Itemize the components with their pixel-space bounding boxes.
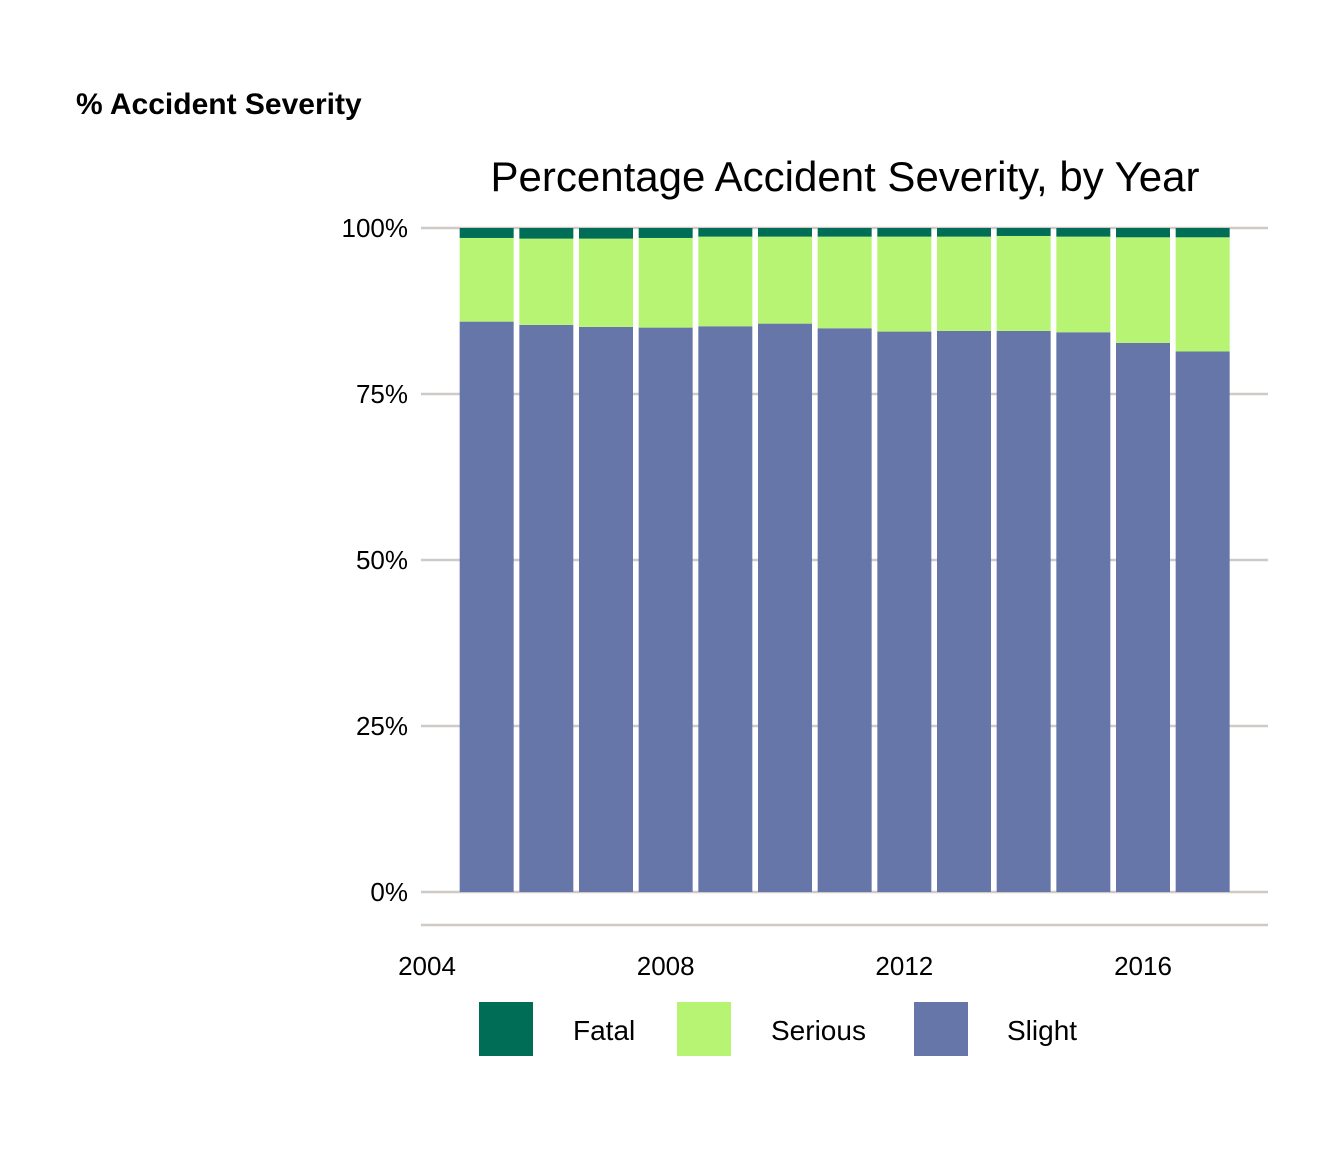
bar-fatal-2013 (937, 228, 991, 237)
bar-fatal-2017 (1175, 228, 1230, 238)
bar-serious-2011 (817, 236, 872, 329)
bar-fatal-2012 (877, 228, 932, 237)
bar-slight-2011 (817, 328, 872, 892)
y-tick-label: 75% (356, 379, 408, 409)
bar-serious-2009 (698, 236, 753, 327)
bar-slight-2016 (1116, 342, 1170, 892)
bar-slight-2010 (758, 323, 812, 893)
x-tick-label: 2008 (637, 951, 695, 981)
legend-swatch-slight (914, 1002, 968, 1056)
bar-slight-2006 (519, 324, 574, 893)
bars (459, 228, 1230, 893)
legend-swatch-serious (677, 1002, 731, 1056)
bar-serious-2012 (877, 236, 932, 332)
bar-slight-2009 (698, 326, 753, 893)
axes: 0% 25% 50% 75% 100% 2004 2008 2012 2016 (342, 213, 1268, 981)
bar-serious-2015 (1056, 236, 1111, 333)
y-tick-label: 100% (342, 213, 409, 243)
bar-serious-2010 (758, 236, 812, 324)
y-tick-label: 25% (356, 711, 408, 741)
bar-fatal-2009 (698, 228, 753, 237)
bar-slight-2014 (996, 330, 1051, 892)
bar-fatal-2014 (996, 228, 1051, 236)
bar-slight-2005 (459, 321, 514, 892)
legend-label-slight: Slight (1007, 1015, 1077, 1046)
bar-fatal-2007 (579, 228, 633, 239)
bar-serious-2007 (579, 238, 633, 327)
page-heading: % Accident Severity (76, 88, 362, 121)
bar-serious-2008 (638, 237, 693, 328)
bar-serious-2013 (937, 236, 991, 331)
bar-fatal-2006 (519, 228, 574, 239)
bar-slight-2015 (1056, 332, 1111, 892)
bar-slight-2013 (937, 330, 991, 892)
chart-title: Percentage Accident Severity, by Year (491, 153, 1200, 200)
bar-serious-2016 (1116, 237, 1170, 343)
bar-slight-2012 (877, 331, 932, 893)
legend-label-fatal: Fatal (573, 1015, 635, 1046)
bar-slight-2007 (579, 326, 633, 892)
bar-serious-2006 (519, 238, 574, 325)
bar-fatal-2016 (1116, 228, 1170, 238)
bar-serious-2005 (459, 237, 514, 322)
bar-fatal-2010 (758, 228, 812, 237)
x-tick-label: 2012 (875, 951, 933, 981)
bar-fatal-2011 (817, 228, 872, 237)
x-tick-label: 2004 (398, 951, 456, 981)
legend-label-serious: Serious (771, 1015, 866, 1046)
y-tick-label: 50% (356, 545, 408, 575)
bar-slight-2008 (638, 327, 693, 893)
x-tick-label: 2016 (1114, 951, 1172, 981)
bar-fatal-2015 (1056, 228, 1111, 237)
legend: Fatal Serious Slight (479, 1002, 1077, 1056)
bar-slight-2017 (1175, 351, 1230, 892)
bar-fatal-2005 (459, 228, 514, 238)
y-tick-label: 0% (370, 877, 408, 907)
bar-serious-2014 (996, 235, 1051, 331)
bar-fatal-2008 (638, 228, 693, 238)
bar-serious-2017 (1175, 237, 1230, 352)
legend-swatch-fatal (479, 1002, 533, 1056)
